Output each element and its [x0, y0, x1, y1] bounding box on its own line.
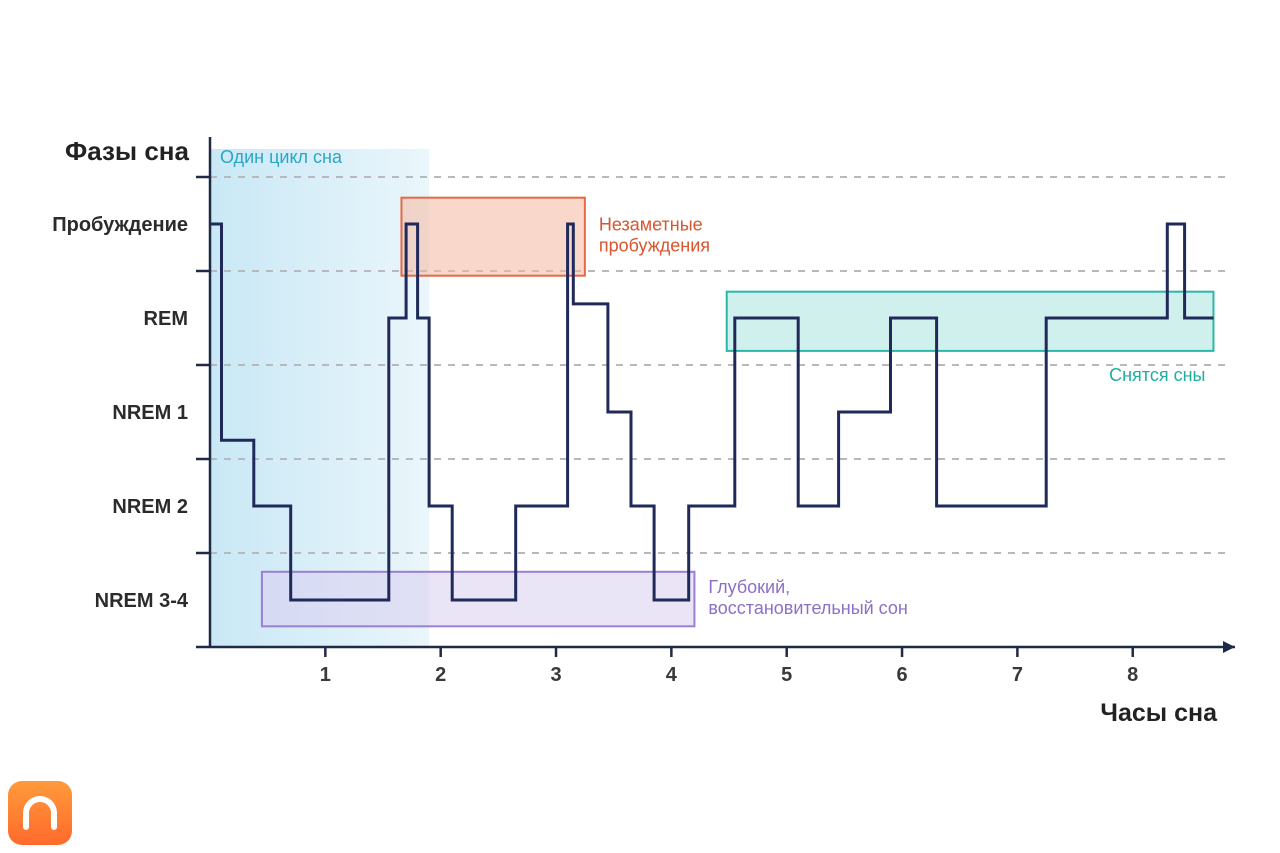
- annotation-box-dreams: [727, 292, 1214, 351]
- annotation-label-dreams: Снятся сны: [1109, 365, 1205, 385]
- x-tick-label: 5: [781, 664, 792, 686]
- x-tick-label: 2: [435, 664, 446, 686]
- x-tick-label: 4: [666, 664, 678, 686]
- brand-logo: [8, 781, 72, 845]
- chart-title: Фазы сна: [65, 136, 189, 166]
- cycle-band-label: Один цикл сна: [220, 147, 343, 167]
- x-tick-label: 6: [896, 664, 907, 686]
- y-level-label-wake: Пробуждение: [52, 214, 188, 236]
- annotation-box-brief_awakenings: [401, 198, 584, 276]
- x-tick-label: 3: [550, 664, 561, 686]
- chart-stage: 1 2 3 4 5 6 7 8 Пробуждение REM NREM 1 NREM 2 NREM 3…: [0, 0, 1280, 853]
- y-level-label-rem: REM: [144, 308, 188, 330]
- annotation-label-brief_awakenings: Незаметныепробуждения: [599, 215, 710, 256]
- x-tick-label: 8: [1127, 664, 1138, 686]
- y-level-label-nrem34: NREM 3-4: [95, 590, 189, 612]
- x-tick-label: 1: [320, 664, 331, 686]
- arch-icon: [20, 793, 60, 833]
- y-level-label-nrem2: NREM 2: [112, 496, 188, 518]
- y-level-label-nrem1: NREM 1: [112, 402, 188, 424]
- sleep-hypnogram-chart: 1 2 3 4 5 6 7 8 Пробуждение REM NREM 1 NREM 2 NREM 3…: [0, 0, 1280, 853]
- x-tick-label: 7: [1012, 664, 1023, 686]
- chart-bg: [0, 0, 1280, 853]
- x-axis-label: Часы сна: [1100, 699, 1218, 727]
